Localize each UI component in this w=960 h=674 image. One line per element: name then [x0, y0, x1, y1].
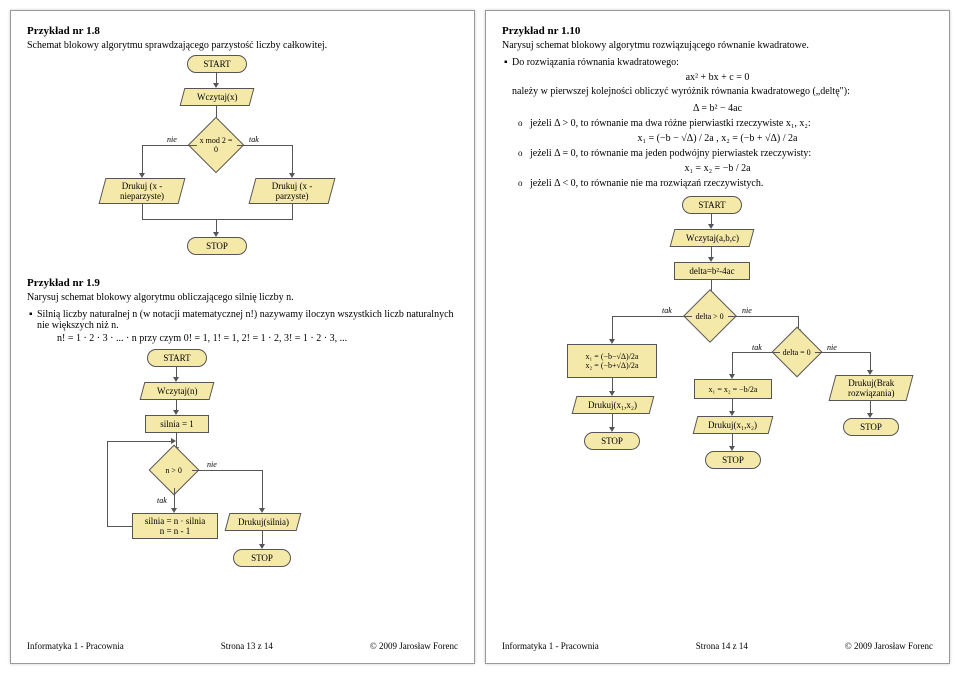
- ex19-desc: Narysuj schemat blokowy algorytmu oblicz…: [27, 292, 458, 303]
- footer-left: Informatyka 1 - Pracownia Strona 13 z 14…: [27, 639, 458, 651]
- ex110-bullet1: Do rozwiązania równania kwadratowego:: [502, 57, 933, 68]
- ex110-title: Przykład nr 1.10: [502, 25, 933, 37]
- ex110-sub3: jeżeli Δ < 0, to równanie nie ma rozwiąz…: [502, 178, 933, 189]
- update-node: silnia = n · silnia n = n - 1: [132, 513, 218, 539]
- page-right: Przykład nr 1.10 Narysuj schemat blokowy…: [485, 10, 950, 664]
- no-label-3: nie: [742, 306, 752, 315]
- footer-source-r: Informatyka 1 - Pracownia: [502, 641, 599, 651]
- read-node-3: Wczytaj(a,b,c): [670, 229, 755, 247]
- stop3-node: STOP: [843, 418, 899, 436]
- ex18-title: Przykład nr 1.8: [27, 25, 458, 37]
- start-node-3: START: [682, 196, 742, 214]
- calc2-node: x₁ = x₂ = −b/2a: [694, 379, 772, 399]
- ex110-eq1: ax² + bx + c = 0: [502, 72, 933, 83]
- stop1-node: STOP: [584, 432, 640, 450]
- yes-label-4: tak: [752, 343, 762, 352]
- yes-label: tak: [249, 135, 259, 144]
- ex110-sub2: jeżeli Δ = 0, to równanie ma jeden podwó…: [502, 148, 933, 159]
- ex110-eq2: Δ = b² − 4ac: [502, 103, 933, 114]
- read-node: Wczytaj(x): [180, 88, 255, 106]
- no-label-4: nie: [827, 343, 837, 352]
- start-node-2: START: [147, 349, 207, 367]
- ex19-bullet: Silnią liczby naturalnej n (w notacji ma…: [27, 309, 458, 331]
- footer-page: Strona 13 z 14: [221, 641, 273, 651]
- print-right-node: Drukuj (x - parzyste): [249, 178, 336, 204]
- ex18-desc: Schemat blokowy algorytmu sprawdzającego…: [27, 40, 458, 51]
- stop-node-2: STOP: [233, 549, 291, 567]
- ex110-desc: Narysuj schemat blokowy algorytmu rozwią…: [502, 40, 933, 51]
- footer-page-r: Strona 14 z 14: [696, 641, 748, 651]
- stop-node: STOP: [187, 237, 247, 255]
- print2-node: Drukuj(x₁,x₂): [693, 416, 774, 434]
- yes-label-2: tak: [157, 496, 167, 505]
- ex19-flowchart: START Wczytaj(n) silnia = 1 n > 0 nie ta…: [27, 344, 458, 594]
- page-left: Przykład nr 1.8 Schemat blokowy algorytm…: [10, 10, 475, 664]
- ex19-title: Przykład nr 1.9: [27, 277, 458, 289]
- footer-source: Informatyka 1 - Pracownia: [27, 641, 124, 651]
- print-left-node: Drukuj (x - nieparzyste): [99, 178, 186, 204]
- footer-copy: © 2009 Jarosław Forenc: [370, 641, 458, 651]
- delta-node: delta=b²-4ac: [674, 262, 750, 280]
- yes-label-3: tak: [662, 306, 672, 315]
- no-label-2: nie: [207, 460, 217, 469]
- ex110-flowchart: START Wczytaj(a,b,c) delta=b²-4ac delta …: [502, 191, 933, 561]
- ex18-flowchart: START Wczytaj(x) x mod 2 = 0 nie tak Dru…: [27, 55, 458, 275]
- footer-right: Informatyka 1 - Pracownia Strona 14 z 14…: [502, 639, 933, 651]
- ex110-eq4: x₁ = x₂ = −b / 2a: [502, 163, 933, 174]
- print-node-2: Drukuj(silnia): [225, 513, 302, 531]
- print3-node: Drukuj(Brak rozwiązania): [829, 375, 914, 401]
- footer-copy-r: © 2009 Jarosław Forenc: [845, 641, 933, 651]
- start-node: START: [187, 55, 247, 73]
- read-node-2: Wczytaj(n): [140, 382, 215, 400]
- calc1-node: x₁ = (−b−√Δ)/2a x₂ = (−b+√Δ)/2a: [567, 344, 657, 378]
- init-node: silnia = 1: [145, 415, 209, 433]
- print1-node: Drukuj(x₁,x₂): [572, 396, 655, 414]
- ex19-formula: n! = 1 · 2 · 3 · ... · n przy czym 0! = …: [27, 333, 458, 344]
- ex110-eq3: x₁ = (−b − √Δ) / 2a , x₂ = (−b + √Δ) / 2…: [502, 133, 933, 144]
- ex110-line2: należy w pierwszej kolejności obliczyć w…: [502, 86, 933, 97]
- stop2-node: STOP: [705, 451, 761, 469]
- ex110-sub1: jeżeli Δ > 0, to równanie ma dwa różne p…: [502, 118, 933, 129]
- no-label: nie: [167, 135, 177, 144]
